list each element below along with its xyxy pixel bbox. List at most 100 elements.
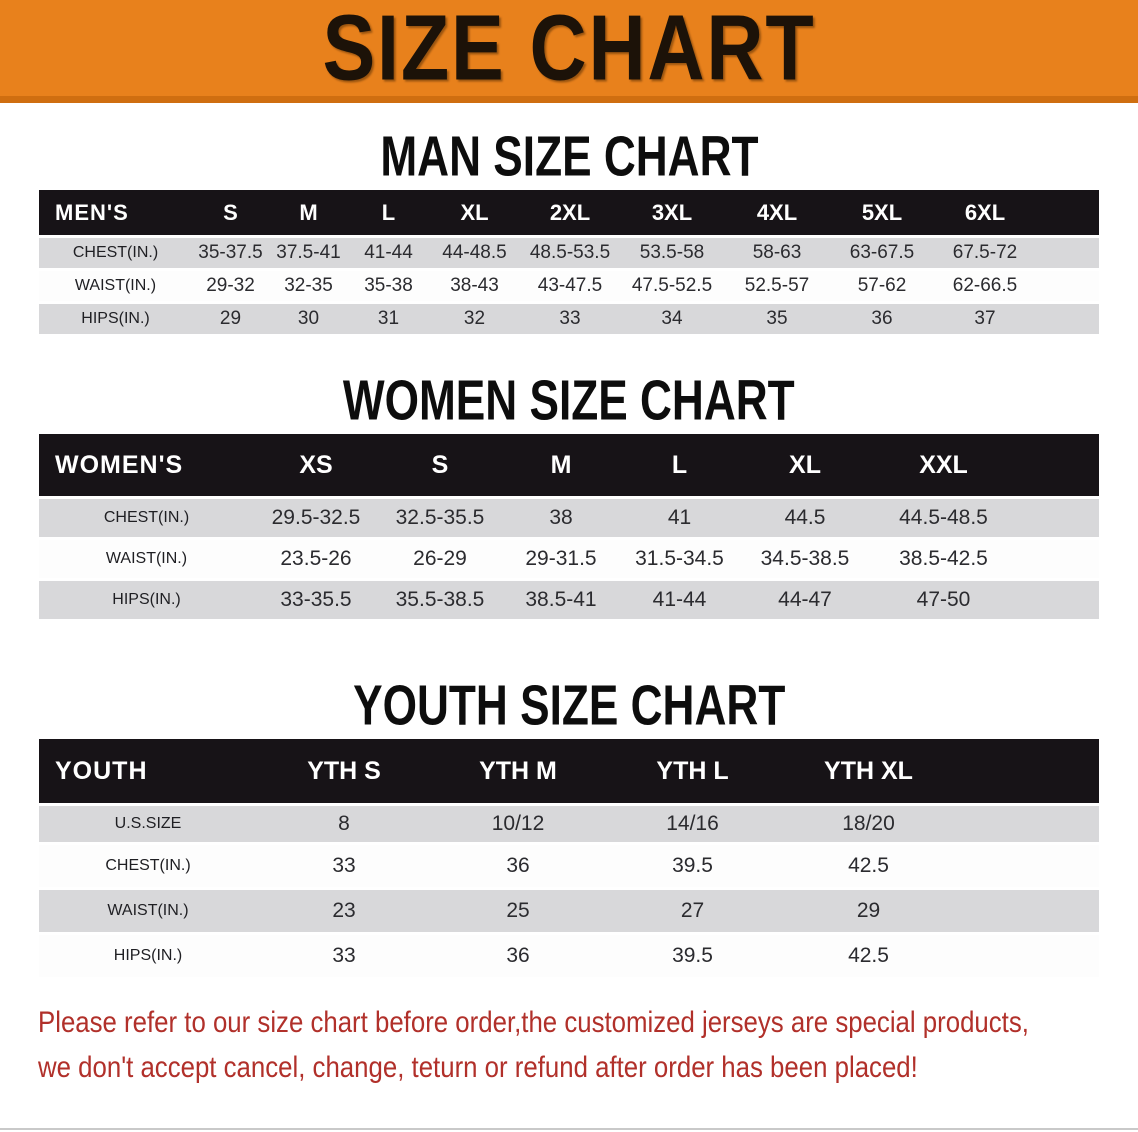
youth-col-header-xl: YTH XL — [780, 739, 957, 803]
women-col-header-xs: XS — [254, 434, 378, 496]
women-col-header-l: L — [620, 434, 739, 496]
row-label: WAIST(IN.) — [39, 271, 192, 301]
youth-col-header-m: YTH M — [431, 739, 605, 803]
size-value-cell: 47-50 — [871, 581, 1016, 619]
size-value-cell: 63-67.5 — [830, 238, 934, 268]
men-header-row: MEN'S S M L XL 2XL 3XL 4XL 5XL 6XL — [39, 190, 1099, 235]
youth-section-title: YOUTH SIZE CHART — [0, 675, 1138, 738]
filler-cell — [1016, 581, 1099, 619]
men-col-header-6xl: 6XL — [934, 190, 1036, 235]
order-notice-line1: Please refer to our size chart before or… — [38, 1006, 1029, 1039]
size-value-cell: 62-66.5 — [934, 271, 1036, 301]
size-value-cell: 52.5-57 — [724, 271, 830, 301]
women-waist-row: WAIST(IN.) 23.5-26 26-29 29-31.5 31.5-34… — [39, 540, 1099, 578]
youth-col-header-s: YTH S — [257, 739, 431, 803]
size-value-cell: 53.5-58 — [620, 238, 724, 268]
size-value-cell: 8 — [257, 806, 431, 842]
youth-ussize-row: U.S.SIZE 8 10/12 14/16 18/20 — [39, 806, 1099, 842]
size-value-cell: 44.5 — [739, 499, 871, 537]
man-section-title: MAN SIZE CHART — [0, 125, 1138, 189]
men-col-header-3xl: 3XL — [620, 190, 724, 235]
size-value-cell: 30 — [269, 304, 348, 334]
men-col-header-m: M — [269, 190, 348, 235]
size-value-cell: 38-43 — [429, 271, 520, 301]
women-size-table: WOMEN'S XS S M L XL XXL CHEST(IN.) 29.5-… — [39, 431, 1099, 622]
youth-waist-row: WAIST(IN.) 23 25 27 29 — [39, 890, 1099, 932]
filler-cell — [957, 845, 1099, 887]
size-value-cell: 33-35.5 — [254, 581, 378, 619]
size-value-cell: 29-32 — [192, 271, 269, 301]
size-value-cell: 38 — [502, 499, 620, 537]
man-section-title-text: MAN SIZE CHART — [379, 125, 759, 189]
size-value-cell: 35 — [724, 304, 830, 334]
women-section-title: WOMEN SIZE CHART — [0, 369, 1138, 433]
size-value-cell: 32.5-35.5 — [378, 499, 502, 537]
men-col-header-l: L — [348, 190, 429, 235]
size-value-cell: 31 — [348, 304, 429, 334]
youth-hips-row: HIPS(IN.) 33 36 39.5 42.5 — [39, 935, 1099, 977]
size-value-cell: 38.5-42.5 — [871, 540, 1016, 578]
order-notice: Please refer to our size chart before or… — [0, 1000, 1138, 1090]
women-col-header-xxl: XXL — [871, 434, 1016, 496]
row-label: WAIST(IN.) — [39, 540, 254, 578]
size-value-cell: 67.5-72 — [934, 238, 1036, 268]
filler-cell — [1016, 499, 1099, 537]
row-label: CHEST(IN.) — [39, 845, 257, 887]
row-label: CHEST(IN.) — [39, 238, 192, 268]
size-value-cell: 44-47 — [739, 581, 871, 619]
filler-cell — [957, 890, 1099, 932]
filler-cell — [957, 935, 1099, 977]
men-header-filler — [1036, 190, 1099, 235]
size-value-cell: 35-37.5 — [192, 238, 269, 268]
order-notice-line2: we don't accept cancel, change, teturn o… — [38, 1051, 918, 1084]
size-value-cell: 37.5-41 — [269, 238, 348, 268]
men-col-header-s: S — [192, 190, 269, 235]
filler-cell — [1036, 238, 1099, 268]
size-value-cell: 29 — [192, 304, 269, 334]
women-col-header-m: M — [502, 434, 620, 496]
size-value-cell: 43-47.5 — [520, 271, 620, 301]
youth-header-filler — [957, 739, 1099, 803]
women-section-title-text: WOMEN SIZE CHART — [343, 369, 795, 433]
size-value-cell: 33 — [257, 845, 431, 887]
size-value-cell: 32-35 — [269, 271, 348, 301]
size-value-cell: 27 — [605, 890, 780, 932]
men-col-header-xl: XL — [429, 190, 520, 235]
youth-size-table: YOUTH YTH S YTH M YTH L YTH XL U.S.SIZE … — [39, 736, 1099, 980]
size-value-cell: 10/12 — [431, 806, 605, 842]
row-label: U.S.SIZE — [39, 806, 257, 842]
size-value-cell: 18/20 — [780, 806, 957, 842]
size-value-cell: 41 — [620, 499, 739, 537]
size-value-cell: 25 — [431, 890, 605, 932]
size-value-cell: 57-62 — [830, 271, 934, 301]
size-value-cell: 32 — [429, 304, 520, 334]
size-value-cell: 47.5-52.5 — [620, 271, 724, 301]
bottom-edge-line — [0, 1128, 1138, 1130]
men-size-table: MEN'S S M L XL 2XL 3XL 4XL 5XL 6XL CHEST… — [39, 187, 1099, 337]
size-value-cell: 39.5 — [605, 845, 780, 887]
women-col-header-s: S — [378, 434, 502, 496]
youth-header-row: YOUTH YTH S YTH M YTH L YTH XL — [39, 739, 1099, 803]
row-label: HIPS(IN.) — [39, 304, 192, 334]
size-value-cell: 44.5-48.5 — [871, 499, 1016, 537]
women-header-row: WOMEN'S XS S M L XL XXL — [39, 434, 1099, 496]
size-value-cell: 34.5-38.5 — [739, 540, 871, 578]
men-col-header-5xl: 5XL — [830, 190, 934, 235]
men-chest-row: CHEST(IN.) 35-37.5 37.5-41 41-44 44-48.5… — [39, 238, 1099, 268]
size-value-cell: 41-44 — [348, 238, 429, 268]
men-waist-row: WAIST(IN.) 29-32 32-35 35-38 38-43 43-47… — [39, 271, 1099, 301]
banner: SIZE CHART — [0, 0, 1138, 103]
men-group-label: MEN'S — [39, 190, 192, 235]
size-value-cell: 38.5-41 — [502, 581, 620, 619]
filler-cell — [1036, 271, 1099, 301]
size-value-cell: 44-48.5 — [429, 238, 520, 268]
size-value-cell: 42.5 — [780, 935, 957, 977]
youth-group-label: YOUTH — [39, 739, 257, 803]
filler-cell — [957, 806, 1099, 842]
women-group-label: WOMEN'S — [39, 434, 254, 496]
filler-cell — [1016, 540, 1099, 578]
filler-cell — [1036, 304, 1099, 334]
size-value-cell: 29.5-32.5 — [254, 499, 378, 537]
size-value-cell: 39.5 — [605, 935, 780, 977]
